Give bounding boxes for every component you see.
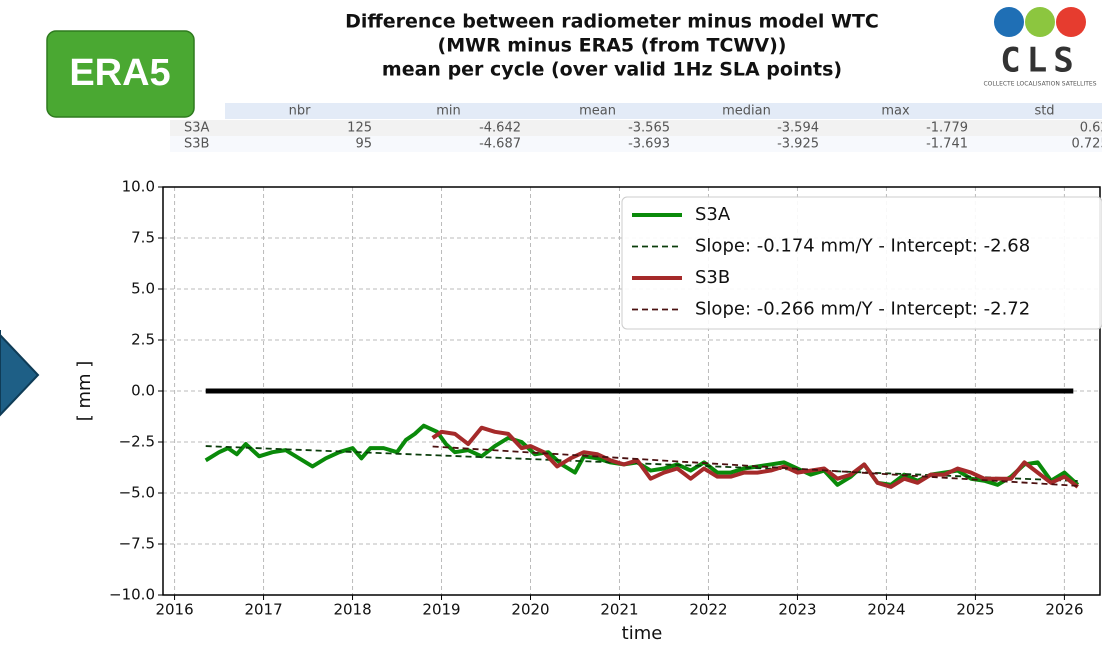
table-cell: -3.693 <box>628 137 670 152</box>
trend-line <box>205 445 1078 482</box>
x-tick-label: 2018 <box>333 601 371 619</box>
table-header: median <box>722 104 771 119</box>
table-header-bg <box>225 103 1102 119</box>
table-cell: -3.594 <box>777 121 819 136</box>
x-tick-label: 2026 <box>1045 601 1083 619</box>
table-cell: -4.687 <box>479 137 521 152</box>
y-tick-label: 2.5 <box>131 331 155 349</box>
logo-subtitle: COLLECTE LOCALISATION SATELLITES <box>983 81 1096 88</box>
x-axis-label: time <box>622 623 663 644</box>
table-header: mean <box>579 104 616 119</box>
badge-box <box>46 30 195 118</box>
arrow-shape <box>0 330 40 417</box>
x-tick-label: 2017 <box>244 601 282 619</box>
y-tick-label: −7.5 <box>119 535 155 553</box>
table-cell: 0.626 <box>1080 121 1102 136</box>
plot-area <box>204 388 1080 489</box>
x-tick-label: 2023 <box>778 601 816 619</box>
table-row-label: S3A <box>184 121 210 136</box>
trend-line <box>432 445 1078 487</box>
x-tick-label: 2022 <box>689 601 727 619</box>
y-tick-label: −10.0 <box>109 586 155 604</box>
table-header: nbr <box>289 104 311 119</box>
table-row-bg <box>170 120 1102 136</box>
table-cell: 95 <box>355 137 372 152</box>
table-cell: -3.925 <box>777 137 819 152</box>
legend-box <box>621 196 1102 330</box>
chart-title: (MWR minus ERA5 (from TCWV)) <box>438 35 787 57</box>
x-tick-label: 2019 <box>422 601 460 619</box>
x-tick-label: 2020 <box>511 601 549 619</box>
legend-label: S3B <box>695 267 730 288</box>
y-tick-label: 7.5 <box>131 229 155 247</box>
chart-title: mean per cycle (over valid 1Hz SLA point… <box>382 59 842 81</box>
legend-label: Slope: -0.266 mm/Y - Intercept: -2.72 <box>695 299 1030 320</box>
table-header: max <box>881 104 910 119</box>
y-tick-label: −5.0 <box>119 484 155 502</box>
series-line <box>431 425 1079 489</box>
x-tick-label: 2016 <box>155 601 193 619</box>
legend: S3A Slope: -0.174 mm/Y - Intercept: -2.68… <box>621 196 1102 330</box>
table-header: min <box>436 104 461 119</box>
y-tick-label: 0.0 <box>131 382 155 400</box>
logo-circle <box>1056 7 1086 37</box>
legend-label: S3A <box>695 204 731 225</box>
logo: CLS COLLECTE LOCALISATION SATELLITES <box>983 7 1097 88</box>
table-row-bg <box>170 136 1102 152</box>
legend-label: Slope: -0.174 mm/Y - Intercept: -2.68 <box>695 236 1030 257</box>
badge: ERA5 <box>69 52 170 94</box>
y-axis-label: [ mm ] <box>74 361 95 422</box>
table-header: std <box>1034 104 1054 119</box>
y-tick-label: −2.5 <box>119 433 155 451</box>
table-cell: -1.779 <box>926 121 968 136</box>
x-tick-label: 2025 <box>956 601 994 619</box>
logo-circle <box>1025 7 1055 37</box>
plot-frame <box>162 186 1101 596</box>
y-tick-label: 5.0 <box>131 280 155 298</box>
logo-circle <box>994 7 1024 37</box>
table-row-label: S3B <box>184 137 209 152</box>
table-cell: 125 <box>347 121 372 136</box>
y-tick-label: 10.0 <box>122 178 155 196</box>
table-cell: -3.565 <box>628 121 670 136</box>
x-tick-label: 2021 <box>600 601 638 619</box>
table-cell: -4.642 <box>479 121 521 136</box>
table-cell: 0.7258 <box>1072 137 1102 152</box>
x-tick-label: 2024 <box>867 601 905 619</box>
logo-text: CLS <box>1000 41 1079 81</box>
chart-title: Difference between radiometer minus mode… <box>345 11 879 33</box>
table-cell: -1.741 <box>926 137 968 152</box>
